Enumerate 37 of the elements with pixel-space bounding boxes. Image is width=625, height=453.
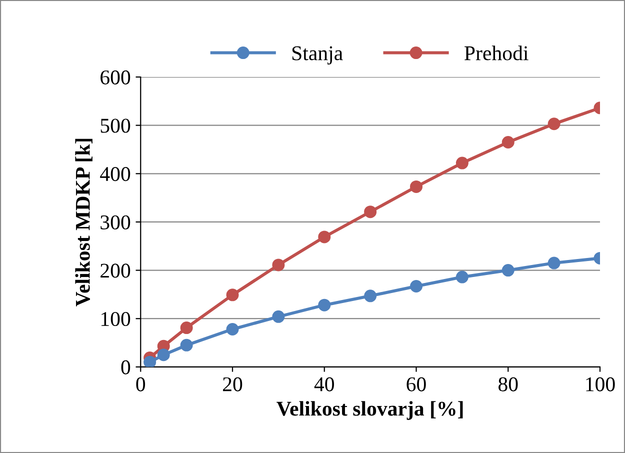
- point: [180, 322, 193, 334]
- point: [318, 298, 331, 312]
- y-tick-label: 200: [100, 264, 130, 278]
- legend-label: Prehodi: [464, 46, 528, 60]
- x-axis-title: Velikost slovarja [%]: [276, 401, 463, 420]
- point: [502, 264, 514, 277]
- point: [548, 118, 560, 130]
- point: [456, 156, 468, 170]
- x-tick-label: 100: [586, 377, 615, 392]
- point: [410, 280, 422, 292]
- x-tick-label: 40: [314, 377, 334, 392]
- point: [364, 206, 377, 218]
- y-tick-label: 400: [100, 167, 130, 182]
- point: [157, 348, 170, 362]
- x-tick-label: 20: [223, 377, 242, 392]
- point: [180, 338, 193, 352]
- point: [456, 270, 468, 284]
- x-tick-label: 80: [498, 377, 518, 392]
- point: [226, 322, 239, 336]
- point: [272, 310, 285, 323]
- point: [318, 230, 331, 244]
- point: [272, 258, 285, 272]
- legend-label: Stanja: [292, 46, 343, 65]
- y-axis-title: Velikost MDKP [k]: [75, 138, 92, 306]
- y-tick-label: 300: [100, 215, 130, 230]
- y-tick-label: 100: [101, 312, 130, 326]
- point: [144, 356, 156, 367]
- y-tick-label: 600: [100, 70, 130, 84]
- x-tick-label: 0: [136, 377, 146, 392]
- y-tick-label: 500: [100, 118, 130, 133]
- y-tick-label: 0: [121, 360, 130, 374]
- point: [226, 288, 239, 302]
- point: [364, 290, 377, 302]
- point: [548, 256, 560, 270]
- point: [410, 180, 422, 193]
- x-tick-label: 60: [406, 377, 426, 392]
- point: [502, 136, 514, 148]
